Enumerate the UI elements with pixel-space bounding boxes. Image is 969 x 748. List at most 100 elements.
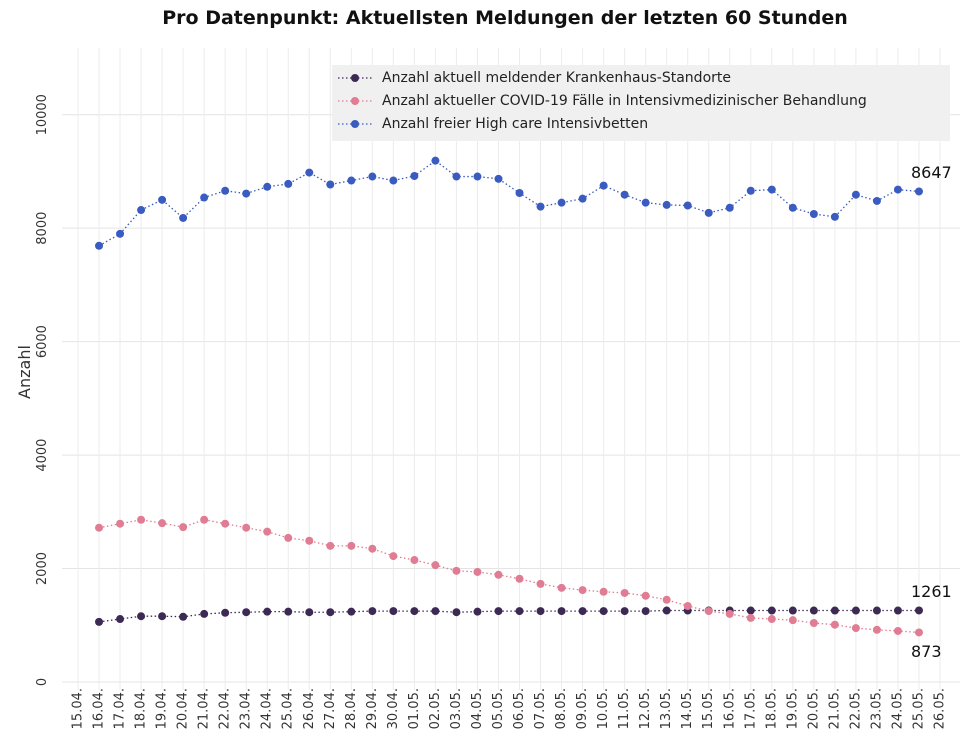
data-point <box>788 606 797 615</box>
data-point <box>914 628 923 637</box>
x-tick-label: 22.05. <box>848 688 863 729</box>
x-tick-label: 19.05. <box>785 688 800 729</box>
data-point <box>179 213 188 222</box>
data-point <box>263 182 272 191</box>
plot-area <box>62 48 960 692</box>
data-point <box>809 619 818 628</box>
series-line <box>98 609 919 623</box>
data-point <box>410 556 419 565</box>
data-point <box>893 606 902 615</box>
data-point <box>263 527 272 536</box>
data-point <box>578 607 587 616</box>
data-point <box>578 194 587 203</box>
data-point <box>326 180 335 189</box>
data-point <box>536 607 545 616</box>
data-point <box>494 570 503 579</box>
data-point <box>326 608 335 617</box>
data-point <box>599 607 608 616</box>
data-point <box>746 606 755 615</box>
data-point <box>788 616 797 625</box>
data-point <box>305 168 314 177</box>
x-tick-label: 01.05. <box>407 688 422 729</box>
x-tick-label: 13.05. <box>659 688 674 729</box>
x-tick-label: 22.04. <box>218 688 233 729</box>
data-point <box>158 195 167 204</box>
data-point <box>326 541 335 550</box>
data-point <box>305 608 314 617</box>
data-point <box>515 189 524 198</box>
x-tick-label: 09.05. <box>575 688 590 729</box>
data-point <box>431 607 440 616</box>
data-point <box>242 608 251 617</box>
legend-box <box>332 65 950 141</box>
data-point <box>641 607 650 616</box>
data-point <box>851 606 860 615</box>
data-point <box>683 601 692 610</box>
data-point <box>200 609 209 618</box>
data-point <box>872 606 881 615</box>
x-tick-label: 24.05. <box>890 688 905 729</box>
data-point <box>788 203 797 212</box>
data-point <box>893 626 902 635</box>
x-tick-label: 04.05. <box>470 688 485 729</box>
data-point <box>242 189 251 198</box>
data-point <box>914 606 923 615</box>
data-point <box>452 608 461 617</box>
data-point <box>830 620 839 629</box>
x-tick-label: 24.04. <box>260 688 275 729</box>
value-label: 873 <box>911 642 942 661</box>
y-tick-label: 8000 <box>35 212 50 245</box>
data-point <box>851 624 860 633</box>
data-point <box>704 607 713 616</box>
data-point <box>263 607 272 616</box>
data-point <box>347 607 356 616</box>
x-tick-label: 08.05. <box>554 688 569 729</box>
data-point <box>368 544 377 553</box>
x-tick-label: 07.05. <box>533 688 548 729</box>
data-point <box>116 615 125 624</box>
legend-marker <box>351 74 359 82</box>
data-point <box>137 206 146 215</box>
data-point <box>557 198 566 207</box>
data-point <box>746 613 755 622</box>
data-point <box>473 567 482 576</box>
data-point <box>284 179 293 188</box>
data-point <box>662 595 671 604</box>
x-tick-label: 16.04. <box>92 688 107 729</box>
data-point <box>725 203 734 212</box>
data-point <box>557 607 566 616</box>
x-tick-label: 23.05. <box>869 688 884 729</box>
x-tick-label: 15.04. <box>71 688 86 729</box>
value-label: 8647 <box>911 163 952 182</box>
data-point <box>809 606 818 615</box>
data-point <box>389 607 398 616</box>
data-point <box>158 612 167 621</box>
data-point <box>137 515 146 524</box>
data-point <box>536 579 545 588</box>
x-tick-label: 03.05. <box>449 688 464 729</box>
y-tick-label: 4000 <box>35 439 50 472</box>
x-tick-label: 16.05. <box>722 688 737 729</box>
data-point <box>851 190 860 199</box>
data-point <box>95 241 104 250</box>
data-point <box>179 612 188 621</box>
x-tick-label: 10.05. <box>596 688 611 729</box>
x-tick-label: 05.05. <box>491 688 506 729</box>
x-tick-label: 26.05. <box>933 688 948 729</box>
series-line <box>98 159 920 247</box>
data-point <box>242 523 251 532</box>
data-point <box>704 208 713 217</box>
data-point <box>200 515 209 524</box>
data-point <box>95 523 104 532</box>
data-point <box>200 193 209 202</box>
data-point <box>389 176 398 185</box>
data-point <box>515 574 524 583</box>
data-point <box>641 198 650 207</box>
x-tick-label: 19.04. <box>155 688 170 729</box>
data-point <box>767 606 776 615</box>
x-tick-label: 21.05. <box>827 688 842 729</box>
data-point <box>347 541 356 550</box>
x-tick-label: 17.05. <box>743 688 758 729</box>
x-tick-label: 14.05. <box>680 688 695 729</box>
x-tick-label: 15.05. <box>701 688 716 729</box>
